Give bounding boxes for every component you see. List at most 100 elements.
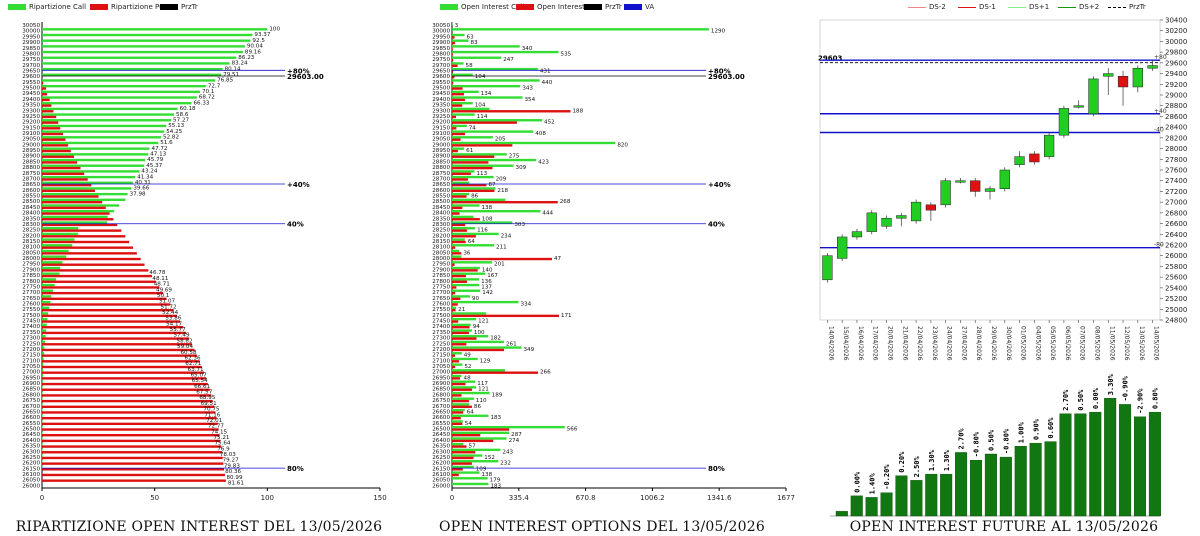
strike-label: 29150	[432, 125, 450, 131]
strike-label: 26250	[432, 455, 450, 461]
call-bar	[452, 482, 489, 486]
strike-label: 28550	[22, 194, 40, 200]
strike-label: 29750	[22, 57, 40, 63]
strike-label: 27050	[22, 364, 40, 370]
put-bar	[452, 371, 539, 374]
oi-bar	[1074, 413, 1087, 517]
level-label: -40	[1154, 127, 1164, 134]
strike-label: 27750	[22, 284, 40, 290]
strike-label: 26700	[22, 404, 40, 410]
level-label: 40%	[287, 221, 304, 229]
strike-label: 28450	[22, 205, 40, 211]
legend-label: DS-2	[929, 3, 946, 11]
call-value-label: 41.34	[137, 174, 153, 180]
strike-label: 26200	[432, 461, 450, 467]
y-tick-label: 28400	[1165, 124, 1187, 132]
candle-body	[1147, 65, 1158, 69]
value-label: 136	[481, 279, 492, 285]
strike-label: 26600	[432, 415, 450, 421]
strike-label: 27850	[432, 273, 450, 279]
call-bar	[452, 357, 478, 361]
call-bar	[452, 369, 505, 372]
put-value-label: 75.64	[214, 441, 230, 447]
x-tick-label: 23/04/2026	[931, 326, 938, 361]
put-bar	[452, 468, 463, 471]
call-bar	[452, 352, 462, 355]
call-bar	[42, 460, 43, 463]
call-bar	[452, 192, 470, 196]
strike-label: 28650	[22, 182, 40, 188]
put-bar	[42, 451, 223, 454]
strike-label: 26950	[22, 375, 40, 381]
call-bar	[452, 39, 469, 42]
value-label: 343	[522, 86, 533, 92]
y-tick-label: 26000	[1165, 252, 1187, 260]
put-value-label: 66.61	[194, 384, 210, 390]
put-bar	[42, 473, 225, 477]
strike-label: 27450	[22, 319, 40, 325]
call-bar	[42, 306, 50, 309]
strike-label: 28400	[22, 211, 40, 217]
call-bar	[452, 107, 490, 111]
value-label: 423	[538, 159, 549, 165]
call-bar	[452, 363, 463, 366]
value-label: 275	[509, 154, 520, 160]
strike-label: 29500	[432, 86, 450, 92]
strike-label: 27800	[432, 279, 450, 285]
put-bar	[42, 132, 63, 136]
bar-value-label: 0.20%	[898, 451, 906, 473]
call-bar	[452, 266, 480, 270]
put-bar	[42, 331, 187, 335]
call-bar	[42, 158, 146, 162]
y-tick-label: 25200	[1165, 295, 1187, 303]
x-tick-label: 11/05/2026	[1108, 326, 1115, 361]
call-bar	[452, 153, 507, 156]
put-bar	[42, 104, 52, 107]
call-bar	[42, 147, 150, 150]
put-bar	[42, 286, 160, 289]
put-value-label: 76.9	[217, 446, 230, 452]
y-tick-label: 26400	[1165, 231, 1187, 239]
strike-label: 27350	[432, 330, 450, 336]
put-bar	[42, 320, 181, 323]
x-tick-label: 29/04/2026	[990, 326, 997, 361]
strike-label: 27650	[22, 296, 40, 302]
strike-label: 26750	[432, 398, 450, 404]
candle-body	[866, 212, 877, 232]
x-tick-label: 22/04/2026	[916, 326, 923, 361]
value-label: 49	[464, 353, 472, 359]
strike-label: 27850	[22, 273, 40, 279]
strike-label: 26500	[22, 427, 40, 433]
value-label: 87	[488, 182, 496, 188]
strike-label: 28850	[22, 159, 40, 165]
x-tick-label: 14/04/2026	[827, 326, 834, 361]
put-bar	[42, 93, 48, 96]
value-label: 64	[468, 239, 476, 245]
call-bar	[42, 386, 43, 389]
y-tick-label: 27000	[1165, 199, 1187, 207]
put-bar	[42, 257, 141, 261]
call-bar	[42, 261, 63, 264]
value-label: 183	[490, 483, 501, 489]
oi-bar	[1089, 411, 1102, 517]
put-bar	[42, 138, 66, 141]
put-bar	[452, 326, 470, 329]
value-label: 261	[506, 341, 517, 347]
strike-label: 29300	[432, 108, 450, 114]
put-value-label: 52.44	[162, 310, 178, 316]
value-label: 167	[487, 273, 498, 279]
call-bar	[452, 141, 616, 145]
call-bar	[42, 363, 44, 366]
level-label: -80	[1154, 242, 1164, 249]
put-bar	[42, 183, 92, 187]
call-bar	[42, 431, 43, 435]
x-tick-label: 16/04/2026	[857, 326, 864, 361]
candle-body	[1073, 105, 1084, 108]
put-value-label: 79.27	[223, 458, 239, 464]
strike-label: 26000	[432, 483, 450, 489]
bar-value-label: 0.00%	[1092, 387, 1100, 409]
strike-label: 28750	[432, 171, 450, 177]
strike-label: 28500	[432, 199, 450, 205]
x-tick-label: 335.4	[509, 494, 530, 502]
strike-label: 29550	[432, 80, 450, 86]
